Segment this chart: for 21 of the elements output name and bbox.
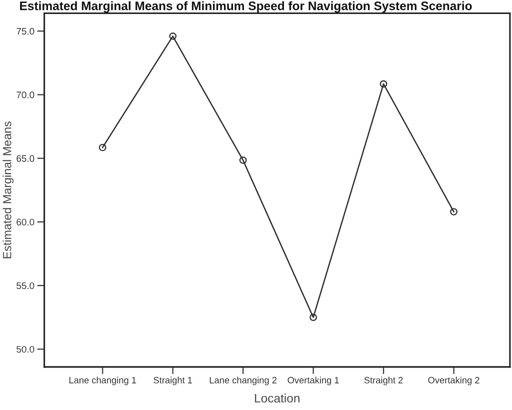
point xyxy=(239,156,247,164)
x-tick-label: Overtaking 2 xyxy=(428,376,480,386)
x-axis-title: Location xyxy=(255,394,300,403)
y-tick-label: 75.0 xyxy=(16,28,34,35)
y-tick-label: 50.0 xyxy=(16,346,34,353)
point xyxy=(169,32,176,40)
x-tick-label: Lane changing 2 xyxy=(210,376,276,386)
y-tick-label: 55.0 xyxy=(16,282,34,290)
point xyxy=(98,144,106,152)
y-tick-label: 65.0 xyxy=(16,155,34,162)
point xyxy=(380,80,388,88)
y-tick-label: 70.0 xyxy=(16,92,34,98)
x-tick-label: Lane changing 1 xyxy=(69,376,136,386)
point xyxy=(450,208,458,216)
y-tick-label: 60.0 xyxy=(16,218,34,226)
x-tick-label: Overtaking 1 xyxy=(288,376,339,386)
chart-title: Estimated Marginal Means of Minimum Speed for Navigation System Scenario xyxy=(20,1,472,13)
y-axis-title: Estimated Marginal Means xyxy=(2,121,14,258)
point xyxy=(310,314,317,322)
x-tick-label: Straight 1 xyxy=(154,376,192,386)
x-tick-label: Straight 2 xyxy=(364,376,403,386)
